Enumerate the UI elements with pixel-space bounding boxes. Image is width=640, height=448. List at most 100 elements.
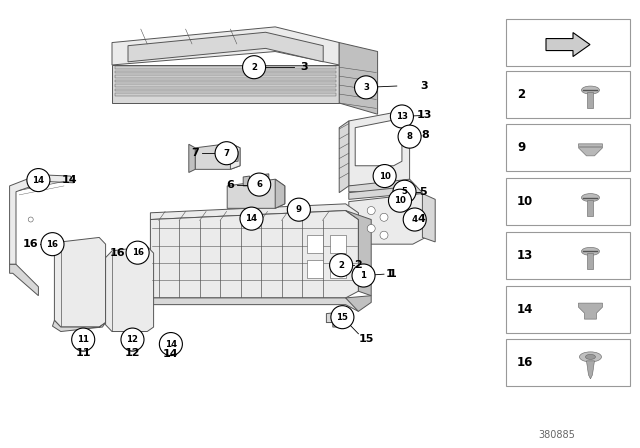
Polygon shape bbox=[115, 71, 336, 73]
Circle shape bbox=[72, 328, 95, 351]
Text: 7: 7 bbox=[191, 148, 199, 158]
Circle shape bbox=[380, 213, 388, 221]
Circle shape bbox=[28, 217, 33, 222]
Polygon shape bbox=[579, 144, 602, 156]
Polygon shape bbox=[422, 194, 435, 242]
Polygon shape bbox=[195, 143, 240, 169]
Bar bbox=[588, 92, 593, 108]
Text: 2: 2 bbox=[251, 63, 257, 72]
Polygon shape bbox=[339, 121, 349, 193]
Text: 13: 13 bbox=[417, 110, 432, 120]
Ellipse shape bbox=[579, 352, 602, 362]
Text: 14: 14 bbox=[246, 214, 257, 223]
Circle shape bbox=[331, 306, 354, 329]
Polygon shape bbox=[349, 186, 422, 199]
Polygon shape bbox=[115, 66, 336, 69]
Polygon shape bbox=[349, 112, 410, 186]
Bar bbox=[588, 200, 593, 215]
Polygon shape bbox=[355, 120, 402, 166]
Polygon shape bbox=[330, 235, 346, 253]
Polygon shape bbox=[243, 176, 250, 186]
Text: 6: 6 bbox=[256, 180, 262, 189]
Polygon shape bbox=[128, 32, 323, 62]
Text: 14: 14 bbox=[165, 340, 177, 349]
Text: 14: 14 bbox=[61, 175, 77, 185]
Circle shape bbox=[159, 332, 182, 356]
Circle shape bbox=[367, 224, 375, 233]
Text: 3: 3 bbox=[300, 62, 308, 72]
Text: 13: 13 bbox=[396, 112, 408, 121]
Bar bbox=[506, 178, 630, 225]
Circle shape bbox=[248, 173, 271, 196]
Polygon shape bbox=[579, 303, 602, 319]
Polygon shape bbox=[112, 27, 339, 65]
Circle shape bbox=[390, 105, 413, 128]
Polygon shape bbox=[346, 211, 371, 296]
Text: 380885: 380885 bbox=[538, 430, 575, 439]
Text: 16: 16 bbox=[517, 356, 534, 370]
Polygon shape bbox=[227, 179, 285, 208]
Circle shape bbox=[330, 254, 353, 277]
Polygon shape bbox=[330, 260, 346, 278]
Polygon shape bbox=[307, 260, 323, 278]
Text: 14: 14 bbox=[517, 302, 534, 316]
Bar bbox=[506, 232, 630, 279]
Polygon shape bbox=[54, 237, 106, 327]
Text: 3: 3 bbox=[363, 83, 369, 92]
Text: 8: 8 bbox=[406, 132, 413, 141]
Text: 16: 16 bbox=[47, 240, 58, 249]
Circle shape bbox=[215, 142, 238, 165]
Polygon shape bbox=[115, 89, 336, 91]
Polygon shape bbox=[307, 235, 323, 253]
Polygon shape bbox=[115, 84, 336, 87]
Text: 16: 16 bbox=[22, 239, 38, 249]
Text: 2: 2 bbox=[355, 260, 362, 270]
Circle shape bbox=[287, 198, 310, 221]
Circle shape bbox=[27, 168, 50, 192]
Text: 6: 6 bbox=[227, 180, 234, 190]
Circle shape bbox=[126, 241, 149, 264]
Polygon shape bbox=[333, 322, 342, 327]
Ellipse shape bbox=[582, 194, 600, 202]
Circle shape bbox=[388, 189, 412, 212]
Polygon shape bbox=[52, 320, 106, 332]
Ellipse shape bbox=[582, 86, 600, 94]
Polygon shape bbox=[115, 93, 336, 96]
Polygon shape bbox=[275, 179, 285, 208]
Polygon shape bbox=[326, 311, 352, 323]
Text: 2: 2 bbox=[338, 261, 344, 270]
Polygon shape bbox=[189, 144, 195, 172]
Polygon shape bbox=[150, 211, 358, 298]
Text: 7: 7 bbox=[223, 149, 230, 158]
Ellipse shape bbox=[586, 354, 595, 359]
Bar bbox=[588, 254, 593, 269]
Bar bbox=[506, 70, 630, 117]
Text: 10: 10 bbox=[394, 196, 406, 205]
Text: 11: 11 bbox=[77, 335, 89, 344]
Polygon shape bbox=[150, 298, 358, 311]
Text: 9: 9 bbox=[517, 141, 525, 155]
Circle shape bbox=[393, 180, 416, 203]
Text: 1: 1 bbox=[389, 269, 397, 279]
Polygon shape bbox=[262, 174, 269, 184]
Text: 11: 11 bbox=[76, 348, 91, 358]
Circle shape bbox=[121, 328, 144, 351]
Polygon shape bbox=[586, 361, 595, 379]
Text: 2: 2 bbox=[517, 87, 525, 101]
Text: 5: 5 bbox=[419, 187, 427, 197]
Text: 16: 16 bbox=[109, 248, 125, 258]
Polygon shape bbox=[106, 246, 154, 332]
Bar bbox=[506, 19, 630, 66]
Text: 4: 4 bbox=[412, 215, 418, 224]
Text: 13: 13 bbox=[517, 249, 533, 262]
Polygon shape bbox=[115, 80, 336, 82]
Text: 12: 12 bbox=[127, 335, 138, 344]
Polygon shape bbox=[230, 143, 240, 169]
Text: 14: 14 bbox=[33, 176, 44, 185]
Text: 10: 10 bbox=[379, 172, 390, 181]
Text: 12: 12 bbox=[125, 348, 140, 358]
Circle shape bbox=[398, 125, 421, 148]
Circle shape bbox=[352, 264, 375, 287]
Polygon shape bbox=[339, 43, 378, 114]
Bar bbox=[506, 286, 630, 332]
